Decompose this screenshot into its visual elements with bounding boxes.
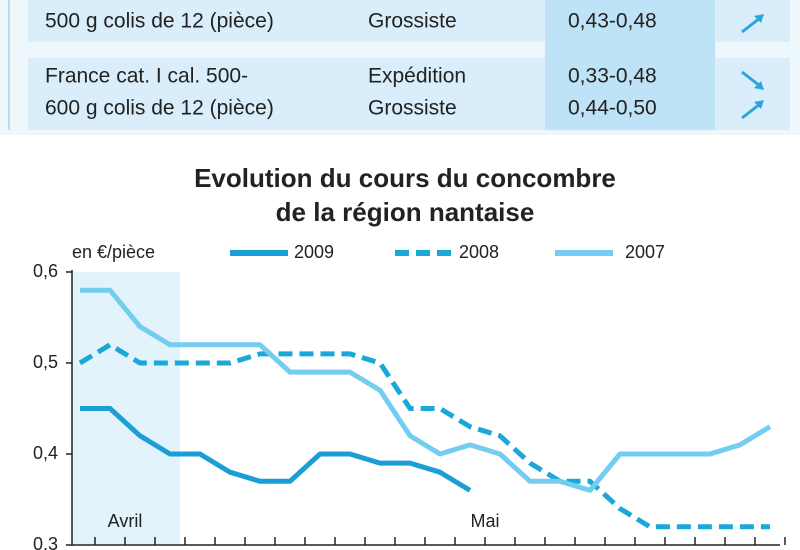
legend-label: 2007 [625, 242, 665, 262]
cell: 0,44-0,50 [568, 97, 657, 120]
cell: France cat. I cal. 500- [45, 65, 248, 88]
cell: Expédition [368, 65, 466, 88]
series-line [78, 342, 770, 530]
cell: 600 g colis de 12 (pièce) [45, 97, 274, 120]
y-tick-label: 0,3 [33, 534, 58, 550]
y-axis-label: en €/pièce [72, 242, 155, 262]
y-tick-label: 0,4 [33, 443, 58, 463]
y-tick-label: 0,6 [33, 261, 58, 281]
x-tick-label: Mai [470, 511, 499, 531]
legend-label: 2009 [294, 242, 334, 262]
cell: 500 g colis de 12 (pièce) [45, 10, 274, 33]
trend-icons [741, 14, 764, 120]
cell: 0,43-0,48 [568, 10, 657, 33]
cell: 0,33-0,48 [568, 65, 657, 88]
series-line [80, 406, 472, 493]
chart-title: Evolution du cours du concombre [194, 163, 616, 193]
x-tick-label: Avril [108, 511, 143, 531]
series-line [80, 287, 772, 493]
price-column [545, 0, 715, 130]
cell: Grossiste [368, 97, 457, 120]
cell: Grossiste [368, 10, 457, 33]
y-tick-label: 0,5 [33, 352, 58, 372]
legend-label: 2008 [459, 242, 499, 262]
chart-title: de la région nantaise [276, 197, 535, 227]
